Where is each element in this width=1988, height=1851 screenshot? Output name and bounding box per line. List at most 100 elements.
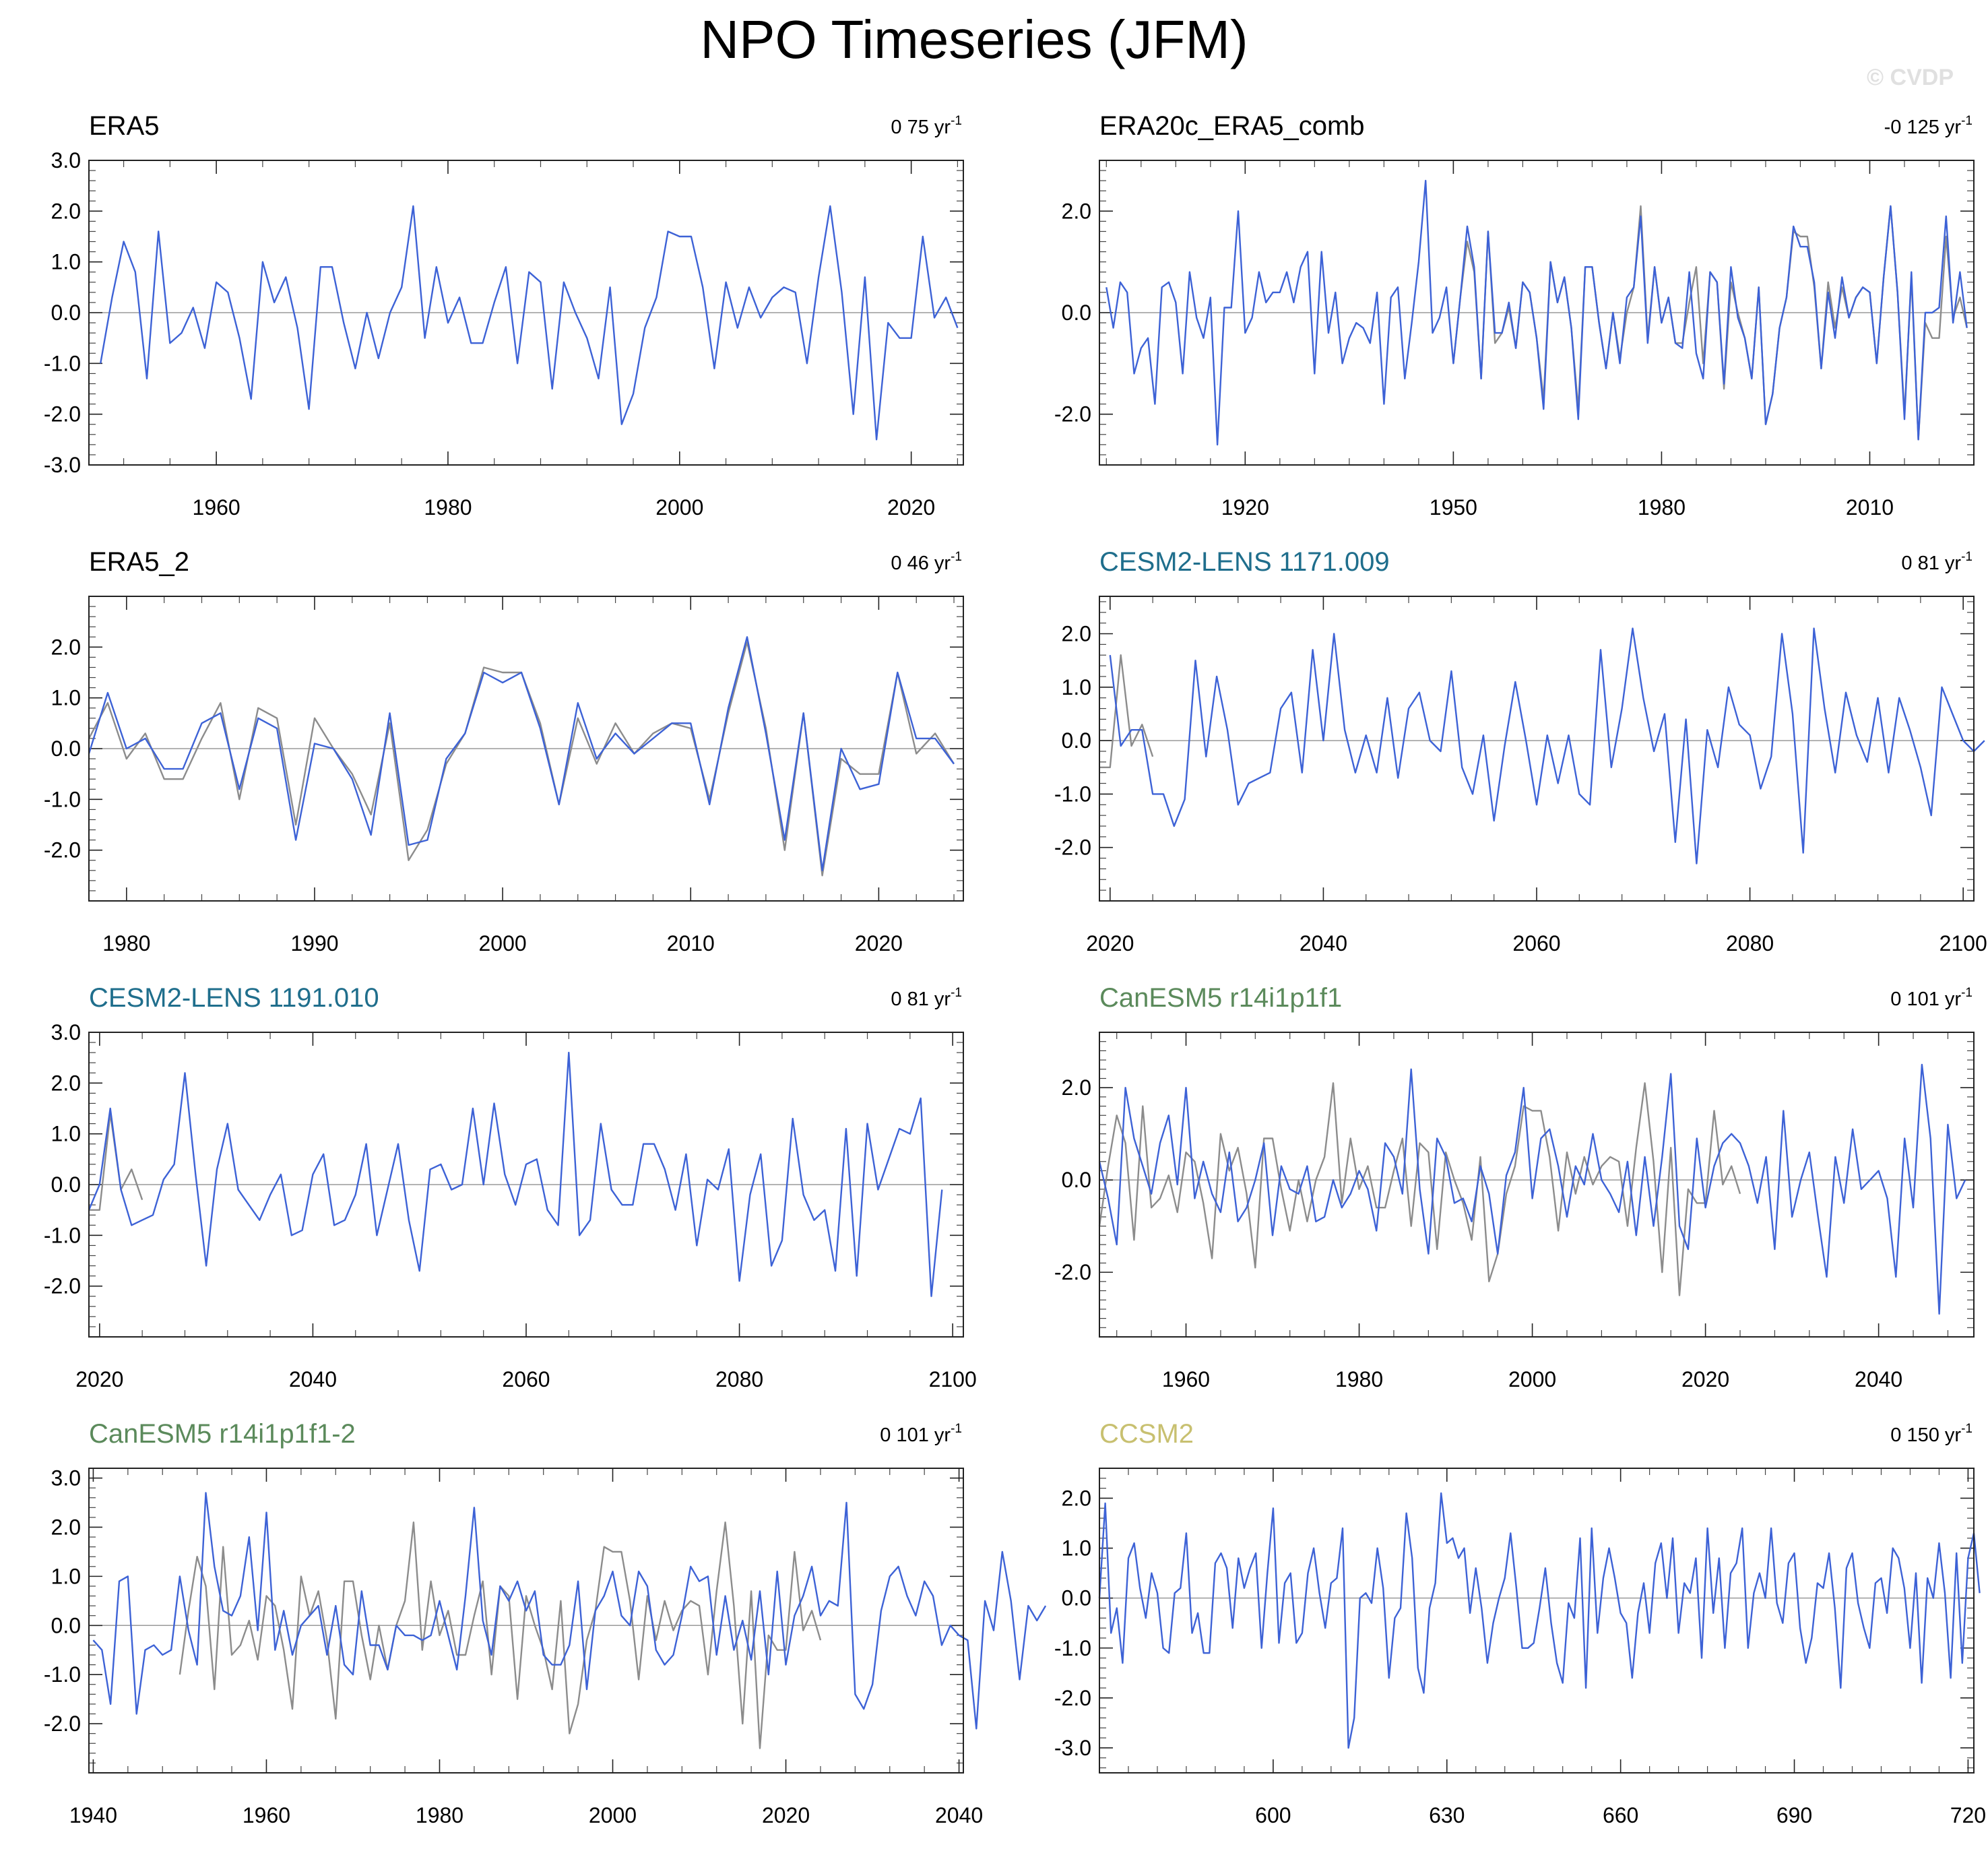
y-tick-label: 0.0 [1062,728,1091,753]
x-tick-label: 720 [1950,1803,1986,1827]
panel-era20c-era5-comb: ERA20c_ERA5_comb -0 125 yr-1 -2.0 0.0 2.0 192… [1054,111,1975,520]
series-line-overlay [89,1112,143,1211]
x-tick-label: 2080 [715,1367,763,1391]
x-tick-label: 1920 [1221,495,1269,520]
x-tick-label: 2000 [655,495,703,520]
panel-era5: ERA5 0 75 yr-1 -3.0 -2.0 -1.0 0.0 1.0 2.0 3.0 196… [44,111,964,520]
y-tick-label: -2.0 [44,838,81,862]
y-tick-label: 0.0 [1062,301,1091,325]
series-line-overlay [179,1521,822,1749]
plot-frame [88,596,964,902]
trend-label: 0 81 yr-1 [1901,550,1973,574]
series-line-main [88,636,955,872]
series-line-main [88,1051,943,1297]
y-tick-label: 1.0 [51,686,81,710]
panel-title: ERA5_2 [89,547,189,577]
x-tick-label: 2020 [1681,1367,1729,1391]
x-tick-label: 2100 [1939,931,1987,955]
trend-label: -0 125 yr-1 [1884,114,1973,138]
y-tick-label: 1.0 [51,250,81,274]
y-tick-label: 1.0 [51,1564,81,1588]
y-tick-label: 3.0 [51,148,81,172]
trend-unit: yr [934,1424,951,1446]
y-tick-label: -1.0 [1054,782,1091,806]
y-tick-label: 2.0 [1062,622,1091,646]
x-tick-label: 2040 [289,1367,337,1391]
y-tick-label: 0.0 [1062,1586,1091,1610]
x-tick-label: 1980 [416,1803,463,1827]
x-tick-label: 2020 [855,931,903,955]
chart-panels: ERA5 0 75 yr-1-3.0-2.0-1.00.01.02.03.0196… [44,111,1987,1827]
trend-label: 0 81 yr-1 [891,986,962,1010]
page-title: NPO Timeseries (JFM) [700,9,1248,69]
y-tick-label: 2.0 [51,635,81,659]
y-tick-label: -3.0 [44,453,81,477]
plot-frame [88,160,964,466]
y-tick-label: 2.0 [1062,199,1091,223]
trend-unit: yr [1945,1424,1962,1446]
plot-frame [1099,1032,1975,1338]
y-tick-label: 1.0 [51,1122,81,1146]
panel-title: CESM2-LENS 1191.010 [89,983,379,1013]
trend-value: 0 81 [891,989,934,1010]
y-tick-label: -1.0 [1054,1636,1091,1660]
trend-unit: yr [1945,117,1962,138]
y-tick-label: -1.0 [44,1662,81,1687]
x-tick-label: 1950 [1430,495,1477,520]
x-tick-label: 2020 [75,1367,123,1391]
trend-exponent: -1 [1961,550,1973,564]
y-tick-label: -1.0 [44,1223,81,1247]
y-tick-label: 2.0 [51,199,81,223]
x-tick-label: 2020 [887,495,935,520]
cvdp-watermark: © CVDP [1867,65,1954,90]
trend-value: 0 101 [880,1424,934,1446]
panel-title: CCSM2 [1099,1419,1194,1449]
x-tick-label: 2040 [1300,931,1347,955]
y-tick-label: 0.0 [51,301,81,325]
x-tick-label: 1940 [69,1803,117,1827]
series-line-main [1105,179,1968,446]
x-tick-label: 2010 [667,931,715,955]
x-tick-label: 2100 [929,1367,977,1391]
y-tick-label: -2.0 [1054,402,1091,427]
trend-unit: yr [1945,553,1962,574]
x-tick-label: 1960 [1162,1367,1210,1391]
panel-title: CanESM5 r14i1p1f1-2 [89,1419,356,1449]
trend-value: -0 125 [1884,117,1945,138]
y-tick-label: -2.0 [44,1712,81,1736]
series-line-main [1098,1492,1981,1749]
x-tick-label: 2040 [1855,1367,1902,1391]
y-tick-label: -1.0 [44,787,81,811]
trend-value: 0 46 [891,553,934,574]
x-tick-label: 2010 [1846,495,1894,520]
panel-era5-2: ERA5_2 0 46 yr-1 -2.0 -1.0 0.0 1.0 2.0 1980 1990… [44,547,964,955]
series-line-main [92,1492,1047,1730]
trend-exponent: -1 [951,986,962,1000]
series-line-overlay [88,641,955,877]
x-tick-label: 690 [1776,1803,1812,1827]
y-tick-label: 2.0 [1062,1486,1091,1510]
plot-frame [1099,596,1975,902]
trend-unit: yr [934,553,951,574]
y-tick-label: 0.0 [51,736,81,761]
trend-value: 0 75 [891,117,934,138]
y-tick-label: 3.0 [51,1466,81,1491]
y-tick-label: 0.0 [51,1613,81,1637]
y-tick-label: 1.0 [1062,1536,1091,1561]
x-tick-label: 660 [1603,1803,1638,1827]
panel-ccsm2: CCSM2 0 150 yr-1 -3.0 -2.0 -1.0 0.0 1.0 2.0 600 6… [1054,1419,1986,1827]
x-tick-label: 2020 [1086,931,1134,955]
x-tick-label: 2020 [762,1803,810,1827]
panel-title: ERA20c_ERA5_comb [1099,111,1365,141]
trend-unit: yr [934,989,951,1010]
trend-unit: yr [1945,989,1962,1010]
trend-label: 0 101 yr-1 [880,1422,962,1446]
trend-value: 0 101 [1890,989,1945,1010]
plot-frame [1099,160,1975,466]
x-tick-label: 2000 [479,931,527,955]
plot-frame [88,1468,964,1774]
trend-exponent: -1 [1961,986,1973,1000]
panel-canesm5-r14i1p1f1: CanESM5 r14i1p1f1 0 101 yr-1 -2.0 0.0 2.0 196… [1054,983,1975,1391]
trend-label: 0 75 yr-1 [891,114,962,138]
